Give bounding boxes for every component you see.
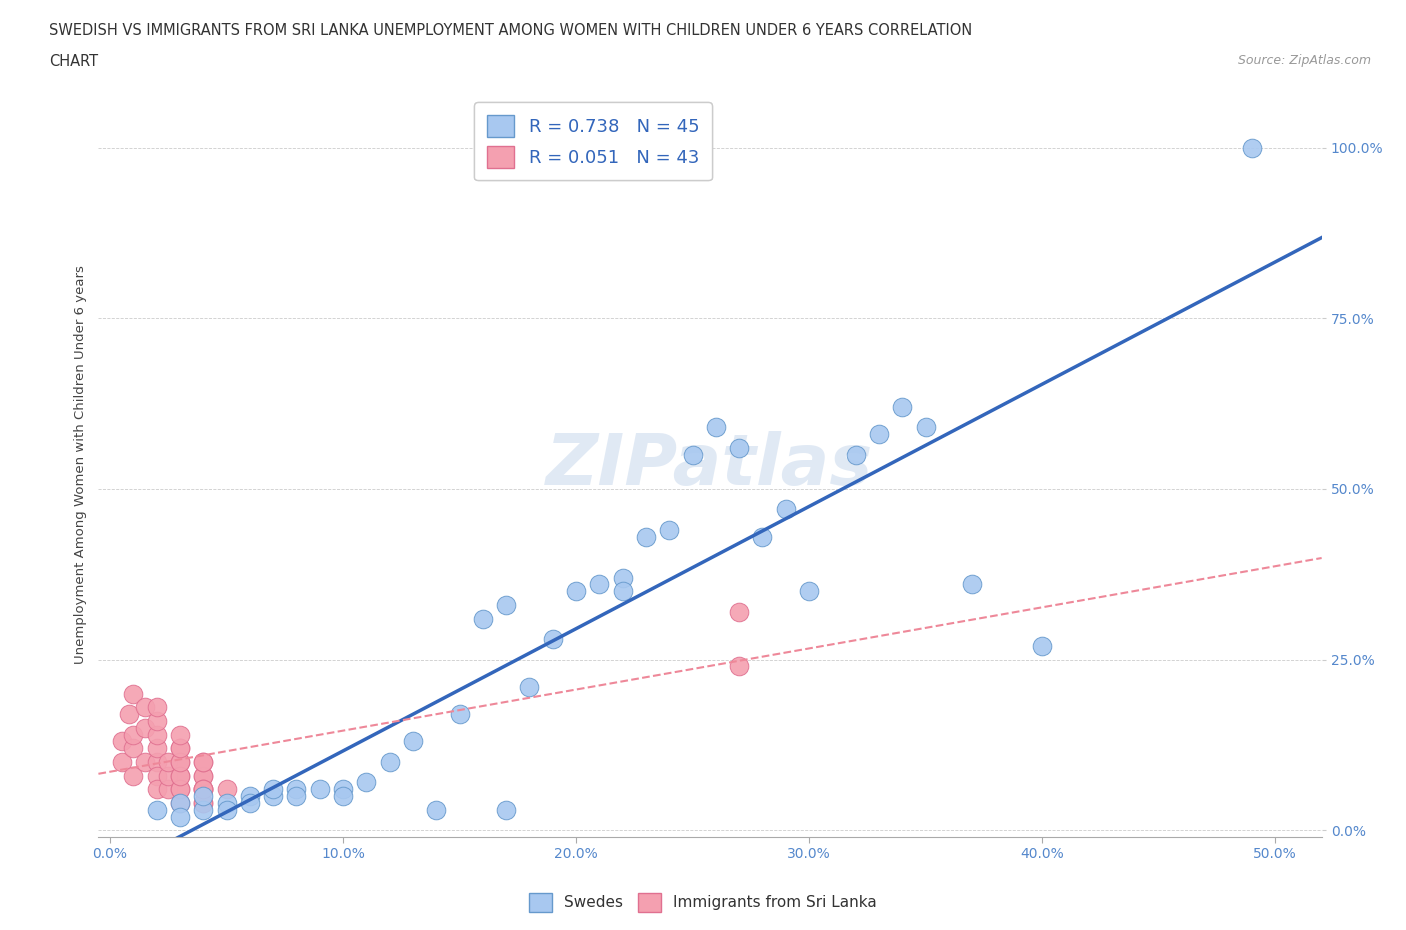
Point bbox=[111, 754, 134, 769]
Point bbox=[193, 782, 215, 797]
Point bbox=[193, 768, 215, 783]
Point bbox=[169, 809, 191, 824]
Text: CHART: CHART bbox=[49, 54, 98, 69]
Point bbox=[145, 754, 167, 769]
Point bbox=[332, 789, 354, 804]
Point bbox=[169, 768, 191, 783]
Point bbox=[122, 686, 145, 701]
Point bbox=[157, 768, 180, 783]
Point bbox=[215, 782, 238, 797]
Point bbox=[193, 789, 215, 804]
Point bbox=[215, 795, 238, 810]
Point bbox=[612, 570, 634, 585]
Point bbox=[495, 597, 517, 612]
Text: Source: ZipAtlas.com: Source: ZipAtlas.com bbox=[1237, 54, 1371, 67]
Point bbox=[775, 502, 797, 517]
Legend: R = 0.738   N = 45, R = 0.051   N = 43: R = 0.738 N = 45, R = 0.051 N = 43 bbox=[474, 102, 711, 180]
Point bbox=[169, 741, 191, 756]
Point bbox=[122, 741, 145, 756]
Point bbox=[215, 803, 238, 817]
Point bbox=[541, 631, 564, 646]
Point bbox=[449, 707, 471, 722]
Point bbox=[169, 782, 191, 797]
Point bbox=[704, 420, 727, 435]
Point bbox=[308, 782, 330, 797]
Point bbox=[169, 795, 191, 810]
Point bbox=[519, 680, 541, 695]
Point bbox=[634, 529, 657, 544]
Point bbox=[193, 754, 215, 769]
Point bbox=[193, 782, 215, 797]
Point bbox=[145, 713, 167, 728]
Point bbox=[134, 721, 156, 736]
Point bbox=[356, 775, 378, 790]
Point bbox=[285, 782, 308, 797]
Legend: Swedes, Immigrants from Sri Lanka: Swedes, Immigrants from Sri Lanka bbox=[523, 887, 883, 918]
Point bbox=[285, 789, 308, 804]
Point bbox=[425, 803, 447, 817]
Point bbox=[193, 803, 215, 817]
Point bbox=[145, 768, 167, 783]
Point bbox=[262, 789, 284, 804]
Point bbox=[797, 584, 820, 599]
Point bbox=[751, 529, 773, 544]
Point bbox=[134, 700, 156, 715]
Point bbox=[658, 523, 681, 538]
Point bbox=[169, 795, 191, 810]
Point bbox=[728, 441, 751, 456]
Point bbox=[193, 795, 215, 810]
Point bbox=[169, 782, 191, 797]
Point bbox=[262, 782, 284, 797]
Point bbox=[332, 782, 354, 797]
Y-axis label: Unemployment Among Women with Children Under 6 years: Unemployment Among Women with Children U… bbox=[75, 266, 87, 664]
Point bbox=[145, 741, 167, 756]
Point bbox=[169, 768, 191, 783]
Point bbox=[239, 789, 262, 804]
Point bbox=[169, 727, 191, 742]
Point bbox=[145, 700, 167, 715]
Point bbox=[193, 782, 215, 797]
Point bbox=[378, 754, 401, 769]
Text: ZIPatlas: ZIPatlas bbox=[547, 431, 873, 499]
Point bbox=[239, 795, 262, 810]
Point bbox=[193, 782, 215, 797]
Point bbox=[868, 427, 890, 442]
Point bbox=[682, 447, 704, 462]
Text: SWEDISH VS IMMIGRANTS FROM SRI LANKA UNEMPLOYMENT AMONG WOMEN WITH CHILDREN UNDE: SWEDISH VS IMMIGRANTS FROM SRI LANKA UNE… bbox=[49, 23, 973, 38]
Point bbox=[960, 577, 983, 591]
Point bbox=[169, 754, 191, 769]
Point bbox=[728, 604, 751, 619]
Point bbox=[495, 803, 517, 817]
Point bbox=[1240, 140, 1263, 155]
Point bbox=[1031, 638, 1053, 653]
Point bbox=[565, 584, 588, 599]
Point bbox=[193, 795, 215, 810]
Point bbox=[122, 768, 145, 783]
Point bbox=[122, 727, 145, 742]
Point bbox=[914, 420, 936, 435]
Point bbox=[111, 734, 134, 749]
Point bbox=[193, 768, 215, 783]
Point bbox=[118, 707, 141, 722]
Point bbox=[157, 782, 180, 797]
Point bbox=[169, 741, 191, 756]
Point bbox=[728, 659, 751, 674]
Point bbox=[157, 754, 180, 769]
Point bbox=[891, 400, 914, 415]
Point bbox=[845, 447, 868, 462]
Point bbox=[588, 577, 610, 591]
Point bbox=[134, 754, 156, 769]
Point bbox=[169, 754, 191, 769]
Point bbox=[145, 727, 167, 742]
Point bbox=[471, 611, 494, 626]
Point bbox=[145, 803, 167, 817]
Point bbox=[612, 584, 634, 599]
Point bbox=[193, 754, 215, 769]
Point bbox=[145, 782, 167, 797]
Point bbox=[402, 734, 425, 749]
